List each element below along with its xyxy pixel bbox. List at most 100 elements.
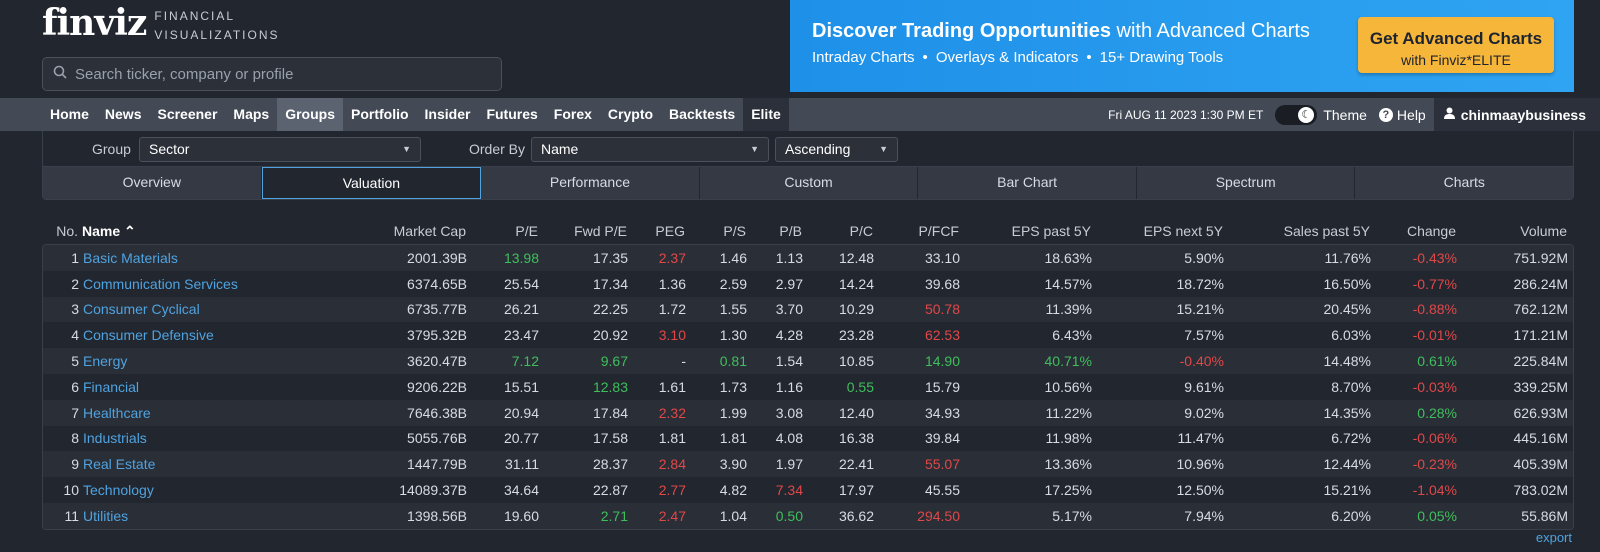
col-header-ps[interactable]: P/S	[723, 223, 746, 239]
nav-futures[interactable]: Futures	[486, 106, 538, 122]
sector-link[interactable]: Healthcare	[83, 404, 151, 421]
nav-portfolio[interactable]: Portfolio	[351, 106, 409, 122]
col-header-peg[interactable]: PEG	[655, 223, 685, 239]
nav-maps[interactable]: Maps	[233, 106, 270, 122]
group-label: Group	[92, 141, 131, 157]
sector-link[interactable]: Industrials	[83, 430, 147, 447]
col-header-pe[interactable]: P/E	[515, 223, 538, 239]
get-advanced-charts-button[interactable]: Get Advanced Charts with Finviz*ELITE	[1358, 17, 1554, 73]
table-row[interactable]: 5 Energy 3620.47B 7.12 9.67 - 0.81 1.54 10.85 14.…	[43, 348, 1573, 374]
tab-custom[interactable]: Custom	[699, 167, 919, 199]
promo-banner[interactable]: Discover Trading Opportunities with Adva…	[790, 0, 1574, 92]
table-row[interactable]: 7 Healthcare 7646.38B 20.94 17.84 2.32 1.99 3.0…	[43, 399, 1573, 426]
sector-link[interactable]: Consumer Cyclical	[83, 301, 200, 318]
sector-link[interactable]: Technology	[83, 482, 154, 499]
col-header-sales-past-5y[interactable]: Sales past 5Y	[1283, 223, 1370, 239]
export-link[interactable]: export	[1535, 530, 1572, 545]
search-box[interactable]	[42, 57, 502, 91]
cell-sales-past-5y: 15.21%	[1323, 482, 1371, 499]
nav-backtests[interactable]: Backtests	[669, 106, 736, 122]
tab-bar-chart[interactable]: Bar Chart	[918, 167, 1137, 199]
col-header-volume[interactable]: Volume	[1520, 223, 1567, 239]
theme-switch[interactable]: ☾	[1275, 104, 1318, 125]
cell-name: Communication Services	[79, 276, 354, 292]
table-row[interactable]: 6 Financial 9206.22B 15.51 12.83 1.61 1.73 1.16…	[43, 373, 1573, 400]
sector-link[interactable]: Financial	[83, 378, 140, 395]
group-select[interactable]: Sector ▼	[139, 137, 421, 162]
cell-pb: 4.28	[775, 327, 803, 344]
cell-pfcf: 45.55	[924, 482, 960, 499]
cell-pc: 10.85	[838, 353, 874, 370]
cell-name: Consumer Defensive	[79, 327, 354, 343]
cell-eps-next-5y: 10.96%	[1176, 456, 1224, 473]
nav-menu: Home News Screener Maps Groups Portfolio…	[42, 98, 789, 131]
cell-eps-past-5y: 40.71%	[1044, 353, 1092, 370]
search-input[interactable]	[75, 65, 475, 83]
tab-overview[interactable]: Overview	[43, 167, 262, 199]
nav-news[interactable]: News	[104, 106, 142, 122]
order-by-select[interactable]: Name ▼	[531, 137, 769, 162]
col-header-fwd-pe[interactable]: Fwd P/E	[574, 223, 627, 239]
col-header-eps-past-5y[interactable]: EPS past 5Y	[1011, 223, 1091, 239]
help-link[interactable]: ? Help	[1378, 107, 1426, 123]
cell-pb: 2.97	[775, 275, 803, 292]
sector-link[interactable]: Basic Materials	[83, 249, 178, 266]
col-header-pfcf[interactable]: P/FCF	[918, 223, 959, 239]
cell-change: -0.01%	[1412, 327, 1457, 344]
cell-no: 8	[71, 430, 79, 447]
cell-pe: 23.47	[503, 327, 539, 344]
nav-insider[interactable]: Insider	[424, 106, 471, 122]
tab-spectrum[interactable]: Spectrum	[1136, 167, 1356, 199]
user-menu[interactable]: chinmaaybusiness	[1433, 98, 1600, 131]
cell-eps-next-5y: -0.40%	[1179, 353, 1224, 370]
banner-features: Intraday Charts • Overlays & Indicators …	[812, 49, 1223, 66]
tab-valuation[interactable]: Valuation	[261, 167, 482, 199]
cell-fwd-pe: 20.92	[592, 327, 628, 344]
table-row[interactable]: 10 Technology 14089.37B 34.64 22.87 2.77 4.82 7…	[43, 477, 1573, 503]
main-nav: Home News Screener Maps Groups Portfolio…	[0, 98, 1600, 131]
sector-link[interactable]: Consumer Defensive	[83, 327, 214, 344]
table-row[interactable]: 9 Real Estate 1447.79B 31.11 28.37 2.84 3.90 1.…	[43, 451, 1573, 478]
cell-ps: 3.90	[719, 456, 747, 473]
col-header-eps-next-5y[interactable]: EPS next 5Y	[1143, 223, 1223, 239]
sector-link[interactable]: Real Estate	[83, 456, 156, 473]
sort-direction-value: Ascending	[785, 141, 851, 157]
finviz-logo[interactable]: finviz FINANCIAL VISUALIZATIONS	[42, 2, 280, 44]
cell-no: 5	[71, 353, 79, 370]
tab-performance[interactable]: Performance	[481, 167, 700, 199]
nav-screener[interactable]: Screener	[157, 106, 218, 122]
table-row[interactable]: 2 Communication Services 6374.65B 25.54 17.3…	[43, 270, 1573, 297]
table-row[interactable]: 1 Basic Materials 2001.39B 13.98 17.35 2.37 1.…	[43, 245, 1573, 271]
logo-tagline-line2: VISUALIZATIONS	[154, 28, 280, 42]
table-row[interactable]: 3 Consumer Cyclical 6735.77B 26.21 22.25 1.72…	[43, 296, 1573, 323]
cell-volume: 339.25M	[1513, 378, 1568, 395]
theme-toggle[interactable]: ☾ Theme	[1275, 104, 1367, 125]
nav-groups[interactable]: Groups	[277, 98, 343, 131]
cell-volume: 751.92M	[1513, 249, 1568, 266]
col-header-name[interactable]: Name ⌃	[82, 222, 136, 239]
col-header-pb[interactable]: P/B	[779, 223, 802, 239]
nav-home[interactable]: Home	[50, 106, 89, 122]
nav-forex[interactable]: Forex	[553, 106, 592, 122]
table-row[interactable]: 4 Consumer Defensive 3795.32B 23.47 20.92 3.1…	[43, 322, 1573, 349]
col-header-change[interactable]: Change	[1406, 223, 1456, 239]
sector-link[interactable]: Utilities	[83, 507, 129, 524]
nav-elite[interactable]: Elite	[743, 98, 789, 131]
col-header-pc[interactable]: P/C	[849, 223, 873, 239]
table-row[interactable]: 8 Industrials 5055.76B 20.77 17.58 1.81 1.81 4.…	[43, 425, 1573, 452]
cell-ps: 1.46	[719, 249, 747, 266]
col-header-no[interactable]: No.	[56, 223, 78, 239]
banner-button-line1: Get Advanced Charts	[1369, 28, 1543, 48]
sort-direction-select[interactable]: Ascending ▼	[775, 137, 898, 162]
sector-link[interactable]: Energy	[83, 353, 128, 370]
cell-eps-next-5y: 7.94%	[1184, 507, 1224, 524]
nav-crypto[interactable]: Crypto	[607, 106, 654, 122]
tab-charts[interactable]: Charts	[1355, 167, 1574, 199]
col-header-market-cap[interactable]: Market Cap	[393, 223, 466, 239]
cell-pb: 4.08	[775, 430, 803, 447]
cell-pfcf: 55.07	[924, 456, 960, 473]
cell-sales-past-5y: 20.45%	[1323, 301, 1371, 318]
cell-ps: 0.81	[719, 353, 747, 370]
sector-link[interactable]: Communication Services	[83, 275, 238, 292]
table-row[interactable]: 11 Utilities 1398.56B 19.60 2.71 2.47 1.04 0.50…	[43, 502, 1573, 529]
